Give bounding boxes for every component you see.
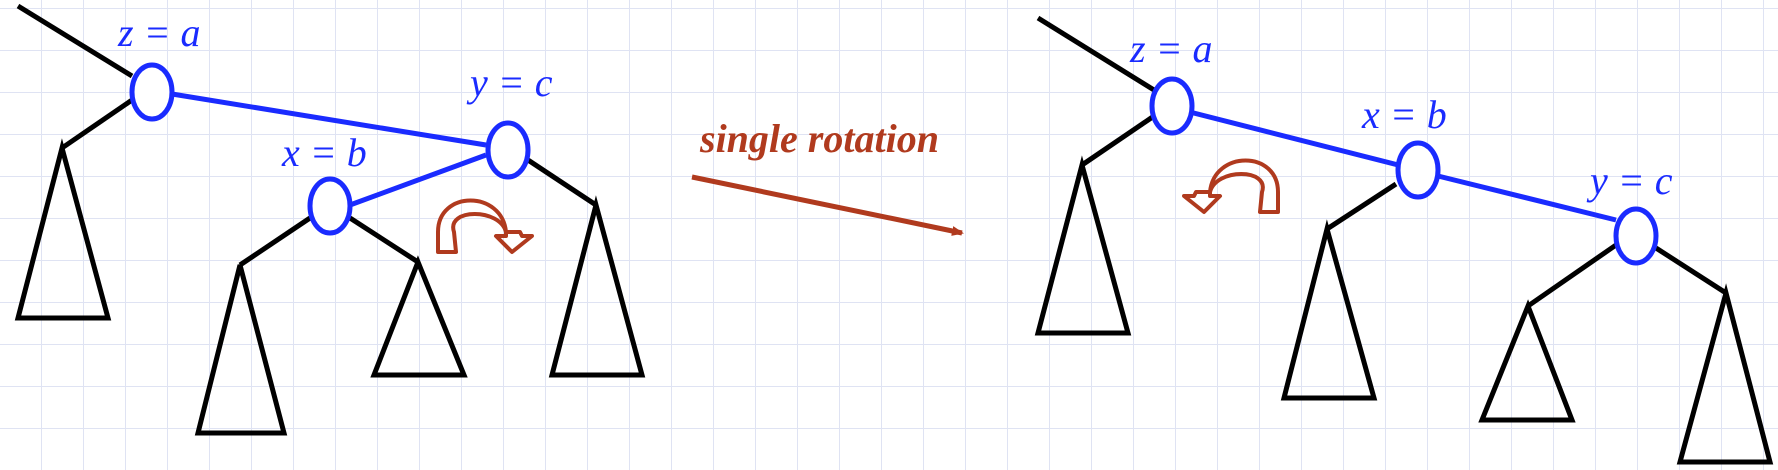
subtree-t0 xyxy=(14,138,112,321)
label-x-after: x = b xyxy=(1361,92,1447,137)
edge-y-t3-after xyxy=(1654,245,1728,296)
edge-z-t0-after xyxy=(1080,113,1156,168)
operation-label: single rotation xyxy=(699,116,939,161)
subtree-t3 xyxy=(548,195,646,378)
tree-before: z = a y = c x = b xyxy=(14,3,646,436)
tree-after: z = a x = b y = c xyxy=(1034,15,1774,465)
label-z: z = a xyxy=(117,10,201,55)
edge-x-t1-after xyxy=(1325,181,1398,232)
operation: single rotation xyxy=(691,116,964,236)
subtree-t0-after xyxy=(1034,155,1132,336)
node-y xyxy=(485,120,531,180)
label-y: y = c xyxy=(466,60,553,105)
node-x xyxy=(307,176,353,236)
edge-z-t0 xyxy=(60,97,134,151)
node-x-after xyxy=(1395,140,1441,200)
label-x: x = b xyxy=(281,130,367,175)
edge-x-y-after xyxy=(1437,173,1617,223)
rotate-ccw-arrow-icon xyxy=(1182,158,1280,214)
subtree-t1 xyxy=(194,264,288,436)
edge-y-t2-after xyxy=(1526,242,1618,309)
subtree-t3-after xyxy=(1676,283,1774,465)
edge-parent-z xyxy=(16,3,134,79)
edge-y-x xyxy=(349,152,487,208)
node-z-after xyxy=(1149,76,1195,136)
node-y-after xyxy=(1613,206,1659,266)
right-arrow-icon xyxy=(691,174,964,236)
edge-z-x-after xyxy=(1173,105,1419,173)
subtree-t1-after xyxy=(1280,219,1378,401)
edge-x-t2 xyxy=(348,215,420,265)
rotate-cw-arrow-icon xyxy=(436,198,534,254)
edge-z-y xyxy=(171,91,487,148)
subtree-t2 xyxy=(370,255,468,378)
edge-x-t1 xyxy=(238,215,312,268)
node-z xyxy=(129,62,175,122)
label-y-after: y = c xyxy=(1586,158,1673,203)
edge-parent-z-after xyxy=(1036,15,1156,93)
label-z-after: z = a xyxy=(1129,26,1213,71)
subtree-t2-after xyxy=(1478,299,1576,423)
edge-y-t3 xyxy=(526,157,598,208)
